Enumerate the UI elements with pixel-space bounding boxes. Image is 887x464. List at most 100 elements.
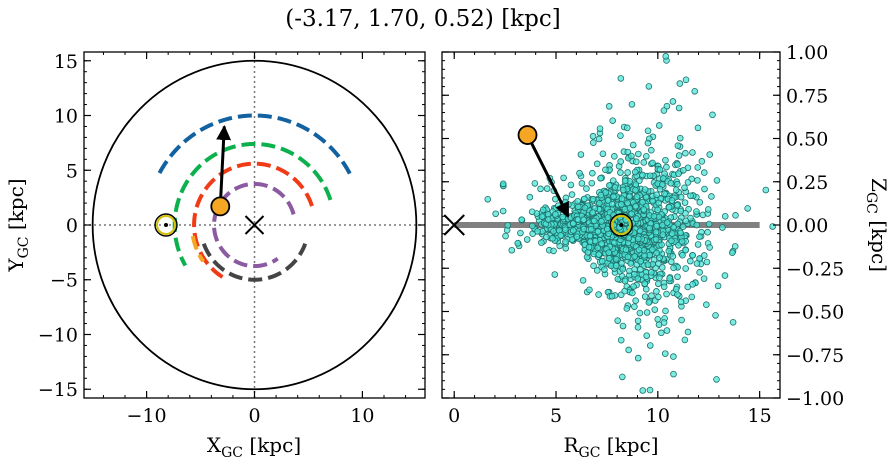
right-y-tick-label: 0.50 <box>786 129 828 151</box>
star-point <box>656 274 663 282</box>
star-point <box>640 159 648 166</box>
star-point <box>633 215 640 222</box>
motion-arrow <box>216 124 232 207</box>
star-point <box>696 233 703 241</box>
star-point <box>523 236 531 243</box>
star-point <box>574 203 582 211</box>
star-point <box>682 76 690 84</box>
star-point <box>608 292 616 300</box>
star-point <box>694 241 702 248</box>
star-point <box>649 159 656 167</box>
right-y-tick-label: −0.25 <box>786 258 844 280</box>
star-point <box>691 87 699 95</box>
star-point <box>590 262 597 270</box>
star-point <box>721 272 729 279</box>
star-point <box>531 180 539 187</box>
star-point <box>611 153 618 160</box>
star-point <box>552 211 559 218</box>
star-point <box>649 246 656 253</box>
star-point <box>677 207 685 215</box>
right-y-tick-label: −0.75 <box>786 345 844 367</box>
star-point <box>674 291 681 298</box>
star-point <box>617 169 624 176</box>
star-point <box>526 193 534 201</box>
star-point <box>681 199 689 206</box>
star-point <box>675 170 682 177</box>
star-point <box>589 209 597 216</box>
star-point <box>598 240 605 247</box>
star-point <box>647 269 655 276</box>
left-y-tick-label: 15 <box>54 51 78 73</box>
star-point <box>676 134 684 142</box>
star-point <box>693 208 700 215</box>
star-point <box>678 238 686 245</box>
star-point <box>612 262 620 269</box>
star-point <box>674 273 681 281</box>
star-point <box>560 174 567 182</box>
star-point <box>538 213 546 220</box>
star-point <box>635 246 643 254</box>
star-point <box>579 277 587 284</box>
star-point <box>744 205 751 212</box>
right-plot-area <box>443 53 776 394</box>
star-point <box>689 252 697 259</box>
star-point <box>642 152 650 160</box>
star-point <box>634 354 642 362</box>
star-point <box>633 193 641 201</box>
star-point <box>662 307 669 315</box>
star-point <box>619 322 627 330</box>
left-y-tick-label: −15 <box>38 379 78 401</box>
star-point <box>590 139 597 146</box>
star-point <box>603 225 611 233</box>
star-point <box>672 285 680 293</box>
star-point <box>701 185 708 193</box>
star-point <box>593 267 601 274</box>
star-point <box>694 177 701 184</box>
star-point <box>714 282 722 290</box>
star-point <box>654 315 662 323</box>
star-point <box>674 180 681 188</box>
star-point <box>673 202 681 209</box>
star-point <box>694 164 702 171</box>
galactic-center-marker <box>244 215 265 235</box>
right-x-tick-label: 15 <box>748 405 772 427</box>
star-point <box>680 166 687 174</box>
star-point <box>652 228 660 236</box>
star-point <box>693 260 701 267</box>
star-point <box>658 264 666 271</box>
star-point <box>678 316 685 324</box>
star-point <box>668 197 676 204</box>
star-point <box>589 132 597 140</box>
star-point <box>679 223 687 231</box>
star-point <box>605 249 613 256</box>
star-point <box>543 185 551 192</box>
star-point <box>704 228 711 236</box>
star-point <box>597 191 605 199</box>
star-point <box>709 111 716 119</box>
sun-marker-right <box>609 213 633 237</box>
star-point <box>696 269 703 276</box>
star-point <box>660 283 668 291</box>
star-point <box>645 83 653 90</box>
star-point <box>557 232 564 239</box>
star-point <box>595 291 602 298</box>
star-point <box>622 246 630 254</box>
star-point <box>729 319 737 326</box>
star-point <box>528 208 536 216</box>
star-point <box>676 80 684 87</box>
star-point <box>539 206 547 214</box>
star-point <box>573 233 581 241</box>
sun-marker <box>154 213 178 237</box>
star-point <box>626 193 633 200</box>
star-point <box>682 149 689 157</box>
star-point <box>537 185 544 193</box>
star-point <box>659 231 667 238</box>
star-point <box>675 104 683 112</box>
right-y-tick-label: 1.00 <box>786 42 828 64</box>
star-point <box>645 299 653 306</box>
left-y-tick-label: 0 <box>66 215 78 237</box>
star-point <box>589 195 597 203</box>
star-point <box>570 227 577 234</box>
star-point <box>677 229 684 237</box>
star-point <box>653 222 661 230</box>
